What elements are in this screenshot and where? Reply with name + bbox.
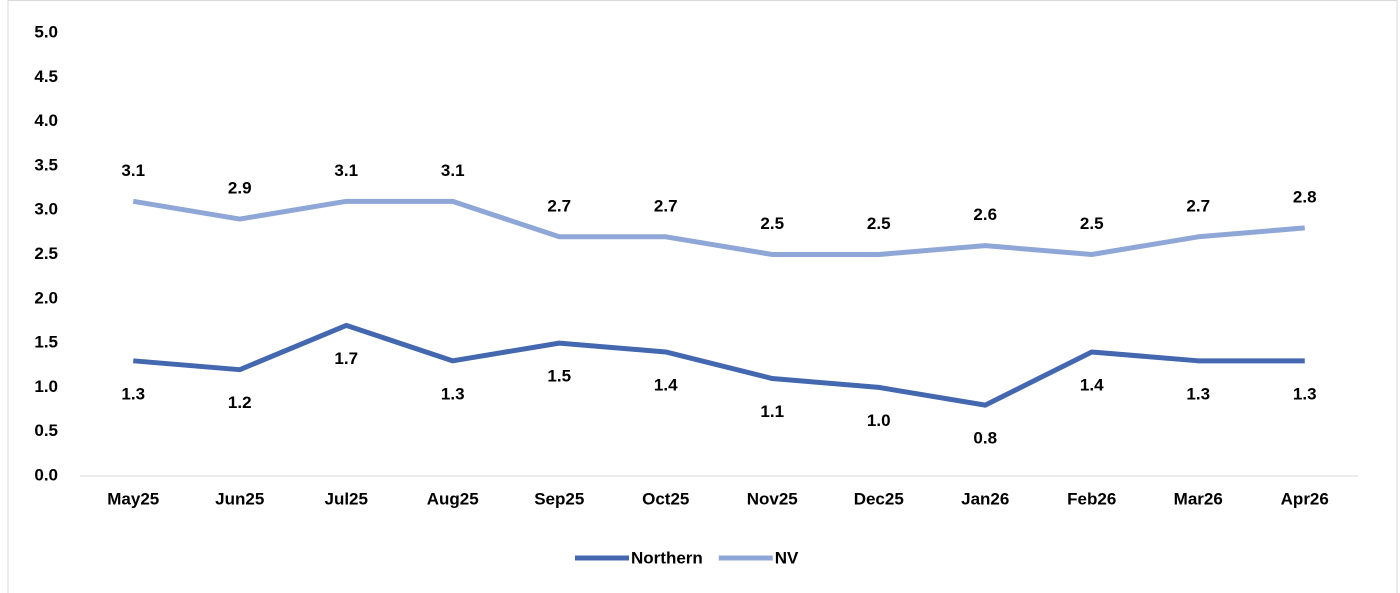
data-label: 1.4	[1080, 375, 1104, 394]
series-line	[133, 322, 1305, 408]
y-tick-label: 4.5	[34, 67, 58, 86]
data-label: 1.7	[334, 349, 358, 368]
data-label: 1.3	[121, 384, 145, 403]
legend-label: Northern	[631, 548, 703, 567]
data-label: 2.5	[867, 214, 891, 233]
y-tick-label: 0.5	[34, 421, 58, 440]
x-tick-label: Jan26	[961, 489, 1009, 508]
y-tick-label: 4.0	[34, 111, 58, 130]
data-label: 1.5	[547, 367, 571, 386]
x-tick-label: Apr26	[1281, 489, 1329, 508]
data-label: 1.3	[1186, 384, 1210, 403]
x-tick-label: Oct25	[642, 489, 689, 508]
chart-frame	[7, 0, 1398, 593]
x-tick-label: Mar26	[1174, 489, 1223, 508]
x-tick-label: May25	[107, 489, 159, 508]
y-tick-label: 3.0	[34, 200, 58, 219]
data-label: 2.6	[973, 205, 997, 224]
data-label: 1.3	[441, 384, 465, 403]
y-tick-label: 1.5	[34, 333, 58, 352]
x-tick-label: Jul25	[325, 489, 368, 508]
y-tick-label: 2.0	[34, 288, 58, 307]
x-tick-label: Nov25	[747, 489, 798, 508]
series-line	[132, 198, 1305, 257]
data-label: 1.4	[654, 375, 678, 394]
y-tick-label: 1.0	[34, 377, 58, 396]
data-label: 1.0	[867, 411, 891, 430]
y-tick-label: 0.0	[34, 465, 58, 484]
data-label: 2.5	[760, 214, 784, 233]
x-tick-label: Jun25	[215, 489, 264, 508]
data-label: 2.7	[1186, 196, 1210, 215]
data-label: 3.1	[121, 161, 145, 180]
data-label: 1.1	[760, 402, 784, 421]
x-tick-label: Aug25	[427, 489, 479, 508]
data-label: 0.8	[973, 429, 997, 448]
y-tick-label: 5.0	[34, 22, 58, 41]
legend-label: NV	[775, 548, 799, 567]
data-label: 2.7	[654, 196, 678, 215]
data-label: 1.2	[228, 393, 252, 412]
data-label: 2.8	[1293, 187, 1317, 206]
data-label: 3.1	[441, 161, 465, 180]
x-tick-label: Dec25	[854, 489, 904, 508]
data-label: 2.7	[547, 196, 571, 215]
y-tick-label: 2.5	[34, 244, 58, 263]
y-tick-label: 3.5	[34, 155, 58, 174]
data-label: 2.5	[1080, 214, 1104, 233]
x-tick-label: Feb26	[1067, 489, 1116, 508]
x-tick-label: Sep25	[534, 489, 584, 508]
data-label: 1.3	[1293, 384, 1317, 403]
data-label: 2.9	[228, 179, 252, 198]
data-label: 3.1	[334, 161, 358, 180]
